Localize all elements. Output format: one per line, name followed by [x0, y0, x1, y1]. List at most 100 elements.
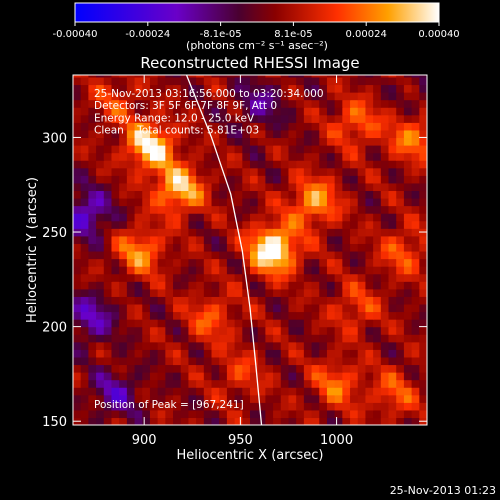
heatmap-cell: [203, 349, 213, 358]
heatmap-cell: [196, 243, 205, 252]
heatmap-cell: [334, 334, 343, 343]
heatmap-cell: [411, 372, 420, 381]
heatmap-cell: [380, 372, 390, 381]
heatmap-cell: [188, 228, 197, 237]
heatmap-cell: [96, 92, 105, 101]
heatmap-cell: [149, 175, 159, 184]
heatmap-cell: [119, 417, 128, 425]
heatmap-cell: [173, 213, 182, 222]
heatmap-cell: [326, 266, 336, 275]
heatmap-cell: [211, 122, 220, 131]
heatmap-cell: [350, 213, 359, 222]
heatmap-cell: [365, 349, 374, 358]
heatmap-cell: [180, 409, 190, 419]
heatmap-cell: [419, 281, 427, 290]
heatmap-cell: [380, 250, 390, 260]
heatmap-cell: [173, 387, 182, 396]
heatmap-cell: [219, 182, 228, 192]
heatmap-cell: [157, 387, 166, 396]
heatmap-cell: [350, 167, 359, 176]
heatmap-cell: [411, 334, 420, 343]
heatmap-cell: [373, 99, 382, 108]
heatmap-cell: [211, 326, 220, 335]
heatmap-cell: [219, 409, 228, 419]
heatmap-cell: [342, 137, 351, 146]
heatmap-cell: [211, 152, 220, 161]
heatmap-cell: [173, 341, 182, 350]
annotation-line: Clean Total counts: 5.81E+03: [94, 125, 259, 137]
heatmap-cell: [196, 197, 205, 207]
heatmap-cell: [142, 296, 151, 305]
heatmap-cell: [319, 266, 328, 275]
heatmap-cell: [219, 197, 228, 207]
heatmap-cell: [111, 84, 120, 93]
heatmap-cell: [403, 84, 413, 93]
heatmap-cell: [88, 205, 97, 214]
heatmap-cell: [219, 84, 228, 93]
heatmap-cell: [342, 258, 351, 267]
heatmap-cell: [142, 145, 151, 154]
heatmap-cell: [311, 243, 320, 252]
heatmap-cell: [226, 137, 236, 146]
heatmap-cell: [219, 243, 228, 252]
heatmap-cell: [103, 99, 113, 108]
heatmap-cell: [250, 145, 259, 154]
heatmap-cell: [326, 213, 336, 222]
heatmap-cell: [73, 122, 82, 131]
heatmap-cell: [103, 288, 113, 297]
heatmap-cell: [119, 319, 128, 328]
heatmap-cell: [173, 409, 182, 419]
heatmap-cell: [296, 250, 305, 260]
heatmap-cell: [296, 152, 305, 161]
heatmap-cell: [80, 273, 89, 282]
heatmap-cell: [88, 364, 97, 373]
heatmap-cell: [126, 160, 136, 169]
heatmap-cell: [149, 409, 159, 419]
heatmap-cell: [303, 75, 313, 78]
heatmap-cell: [149, 235, 159, 244]
heatmap-cell: [88, 326, 97, 335]
heatmap-cell: [296, 349, 305, 358]
heatmap-cell: [411, 160, 420, 169]
heatmap-cell: [257, 243, 266, 252]
heatmap-cell: [219, 394, 228, 403]
heatmap-cell: [188, 76, 197, 86]
heatmap-cell: [296, 75, 305, 78]
heatmap-cell: [265, 288, 274, 297]
heatmap-cell: [265, 341, 274, 350]
heatmap-cell: [219, 266, 228, 275]
heatmap-cell: [319, 145, 328, 154]
heatmap-cell: [80, 288, 89, 297]
heatmap-cell: [250, 387, 259, 396]
heatmap-cell: [157, 137, 166, 146]
heatmap-cell: [88, 122, 97, 131]
heatmap-cell: [296, 319, 305, 328]
heatmap-cell: [96, 205, 105, 214]
heatmap-cell: [242, 205, 251, 214]
heatmap-cell: [180, 273, 190, 282]
heatmap-cell: [396, 379, 405, 388]
heatmap-cell: [134, 303, 143, 313]
heatmap-cell: [403, 205, 413, 214]
heatmap-cell: [188, 197, 197, 207]
heatmap-cell: [357, 114, 367, 123]
heatmap-cell: [396, 76, 405, 86]
heatmap-cell: [111, 319, 120, 328]
heatmap-cell: [365, 250, 374, 260]
heatmap-cell: [126, 152, 136, 161]
heatmap-cell: [419, 326, 427, 335]
heatmap-cell: [211, 341, 220, 350]
heatmap-cell: [350, 372, 359, 381]
heatmap-cell: [203, 281, 213, 290]
heatmap-cell: [311, 311, 320, 320]
heatmap-cell: [73, 175, 82, 184]
heatmap-cell: [419, 197, 427, 207]
heatmap-cell: [126, 145, 136, 154]
heatmap-cell: [119, 387, 128, 396]
heatmap-cell: [257, 190, 266, 199]
heatmap-cell: [303, 114, 313, 123]
heatmap-cell: [188, 92, 197, 101]
heatmap-cell: [350, 250, 359, 260]
annotation-line: Detectors: 3F 5F 6F 7F 8F 9F, Att 0: [94, 100, 277, 112]
heatmap-cell: [311, 273, 320, 282]
